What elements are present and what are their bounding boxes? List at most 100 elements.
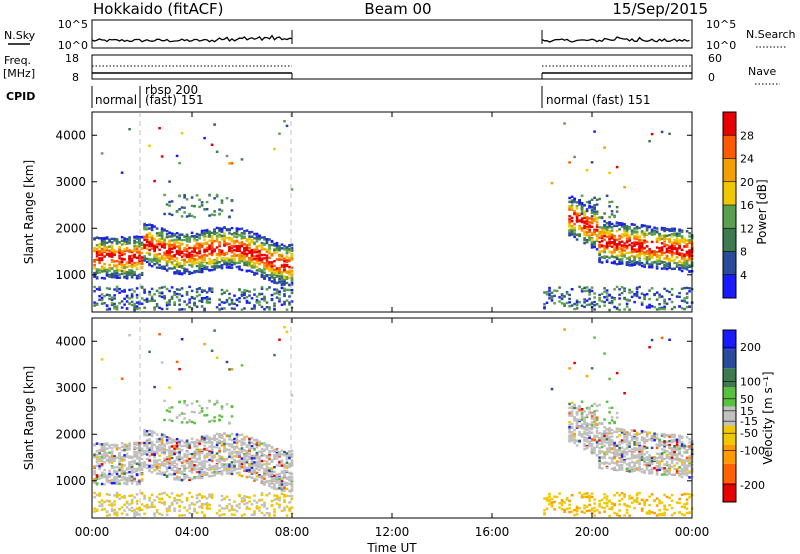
power-cell xyxy=(285,299,289,302)
power-cell xyxy=(593,206,596,210)
velocity-cell xyxy=(245,435,249,438)
power-cell xyxy=(120,272,124,276)
power-cell xyxy=(645,258,649,261)
velocity-cell xyxy=(260,475,264,478)
power-cell xyxy=(290,258,294,261)
velocity-cell xyxy=(193,460,196,463)
power-cell xyxy=(198,270,201,274)
power-cell xyxy=(130,271,134,275)
power-cell xyxy=(283,120,286,123)
power-cell xyxy=(110,260,114,263)
power-cell xyxy=(625,225,629,228)
power-cell xyxy=(645,250,649,253)
power-cell xyxy=(188,298,191,301)
velocity-cell xyxy=(100,459,104,462)
velocity-cell xyxy=(198,472,201,475)
power-cell xyxy=(630,242,634,245)
velocity-cell xyxy=(258,506,261,509)
power-cell xyxy=(143,255,146,258)
power-cell xyxy=(633,231,636,234)
power-cell xyxy=(260,271,264,274)
velocity-cell xyxy=(98,452,101,455)
power-cell xyxy=(598,236,601,239)
power-cell xyxy=(105,274,109,277)
power-cell xyxy=(613,240,616,243)
power-cell xyxy=(220,234,224,237)
velocity-cell xyxy=(128,503,131,506)
velocity-cell xyxy=(163,457,166,460)
power-cell xyxy=(168,249,171,252)
velocity-cell xyxy=(215,432,219,436)
power-cell xyxy=(280,253,284,256)
power-cell xyxy=(233,302,236,305)
velocity-cell xyxy=(155,461,159,464)
velocity-cell xyxy=(165,409,169,412)
velocity-cell xyxy=(95,442,99,445)
power-cell xyxy=(128,261,131,264)
power-cell xyxy=(120,306,124,309)
velocity-cell xyxy=(138,482,141,486)
power-cell xyxy=(108,266,111,270)
power-cell xyxy=(285,270,289,274)
power-cell xyxy=(230,247,234,250)
power-cell xyxy=(160,232,164,236)
power-cell xyxy=(175,257,179,260)
velocity-cell xyxy=(218,509,221,512)
velocity-cell xyxy=(158,465,161,468)
power-cell xyxy=(93,249,96,253)
power-cell xyxy=(153,306,156,309)
velocity-cell xyxy=(208,463,211,467)
power-cell xyxy=(245,247,249,250)
power-cell xyxy=(285,277,289,281)
power-cell xyxy=(670,243,674,246)
power-cell xyxy=(573,210,576,214)
velocity-cell xyxy=(240,500,244,503)
power-cell xyxy=(98,252,101,255)
velocity-cell xyxy=(148,469,151,473)
velocity-cell xyxy=(268,480,271,483)
velocity-cell xyxy=(203,441,206,444)
power-cell xyxy=(93,301,96,304)
velocity-cell xyxy=(223,513,226,516)
velocity-cell xyxy=(205,437,209,441)
power-cell xyxy=(163,246,166,249)
power-cell xyxy=(175,251,179,255)
power-cell xyxy=(200,290,204,294)
power-cell xyxy=(588,201,591,205)
power-cell xyxy=(610,236,614,239)
power-cell xyxy=(600,300,604,303)
velocity-cell xyxy=(175,471,179,474)
power-cell xyxy=(615,245,619,248)
power-cell xyxy=(230,244,234,248)
velocity-cell xyxy=(110,458,114,461)
velocity-cell xyxy=(100,476,104,479)
velocity-cell xyxy=(153,385,156,389)
power-cell xyxy=(220,201,224,204)
velocity-cell xyxy=(168,466,171,469)
power-cell xyxy=(260,260,264,264)
velocity-cell xyxy=(233,460,236,464)
velocity-cell xyxy=(125,446,129,450)
velocity-cell xyxy=(93,465,96,469)
power-cell xyxy=(155,232,159,235)
power-cell xyxy=(683,241,686,244)
velocity-cell xyxy=(95,461,99,464)
velocity-cell xyxy=(263,459,266,463)
power-cell xyxy=(598,250,601,253)
velocity-cell xyxy=(253,461,256,464)
velocity-cell xyxy=(115,447,119,451)
power-cell xyxy=(265,306,269,309)
power-cell xyxy=(590,238,594,241)
power-cell xyxy=(103,262,106,266)
velocity-cell xyxy=(183,477,186,481)
power-cell xyxy=(178,241,181,245)
power-cell xyxy=(145,241,149,244)
power-cell xyxy=(270,276,274,279)
velocity-cell xyxy=(240,441,244,444)
power-cell xyxy=(648,258,651,261)
power-cell xyxy=(240,308,244,311)
velocity-cell xyxy=(253,499,256,502)
velocity-cell xyxy=(130,455,134,459)
velocity-cell xyxy=(113,469,116,473)
power-cell xyxy=(625,229,629,233)
